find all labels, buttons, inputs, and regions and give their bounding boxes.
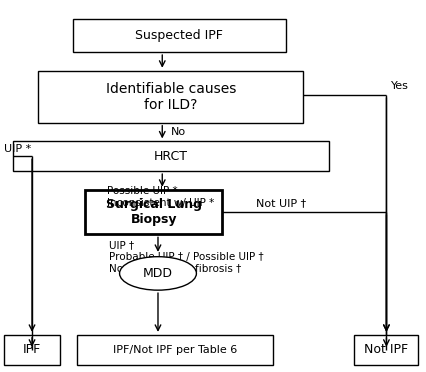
FancyBboxPatch shape bbox=[38, 71, 302, 123]
Text: Yes: Yes bbox=[390, 81, 408, 90]
Text: UIP †
Probable UIP † / Possible UIP †
Non-classifiable fibrosis †: UIP † Probable UIP † / Possible UIP † No… bbox=[109, 240, 263, 273]
Text: No: No bbox=[170, 127, 185, 137]
FancyBboxPatch shape bbox=[13, 141, 328, 171]
Text: Not IPF: Not IPF bbox=[363, 343, 408, 356]
Text: IPF/Not IPF per Table 6: IPF/Not IPF per Table 6 bbox=[113, 345, 236, 355]
Text: UIP *: UIP * bbox=[4, 144, 32, 154]
FancyBboxPatch shape bbox=[72, 19, 285, 52]
Text: Not UIP †: Not UIP † bbox=[256, 198, 305, 208]
Text: Identifiable causes
for ILD?: Identifiable causes for ILD? bbox=[105, 81, 236, 112]
Text: Surgical Lung
Biopsy: Surgical Lung Biopsy bbox=[106, 198, 201, 226]
Text: HRCT: HRCT bbox=[153, 150, 187, 163]
FancyBboxPatch shape bbox=[85, 190, 222, 234]
Text: MDD: MDD bbox=[143, 267, 173, 280]
FancyBboxPatch shape bbox=[354, 335, 417, 365]
Text: Possible UIP *
Inconsistent w/ UIP *: Possible UIP * Inconsistent w/ UIP * bbox=[106, 186, 213, 208]
Text: IPF: IPF bbox=[23, 343, 41, 356]
FancyBboxPatch shape bbox=[77, 335, 273, 365]
Ellipse shape bbox=[119, 257, 196, 290]
Text: Suspected IPF: Suspected IPF bbox=[135, 29, 223, 42]
FancyBboxPatch shape bbox=[4, 335, 60, 365]
